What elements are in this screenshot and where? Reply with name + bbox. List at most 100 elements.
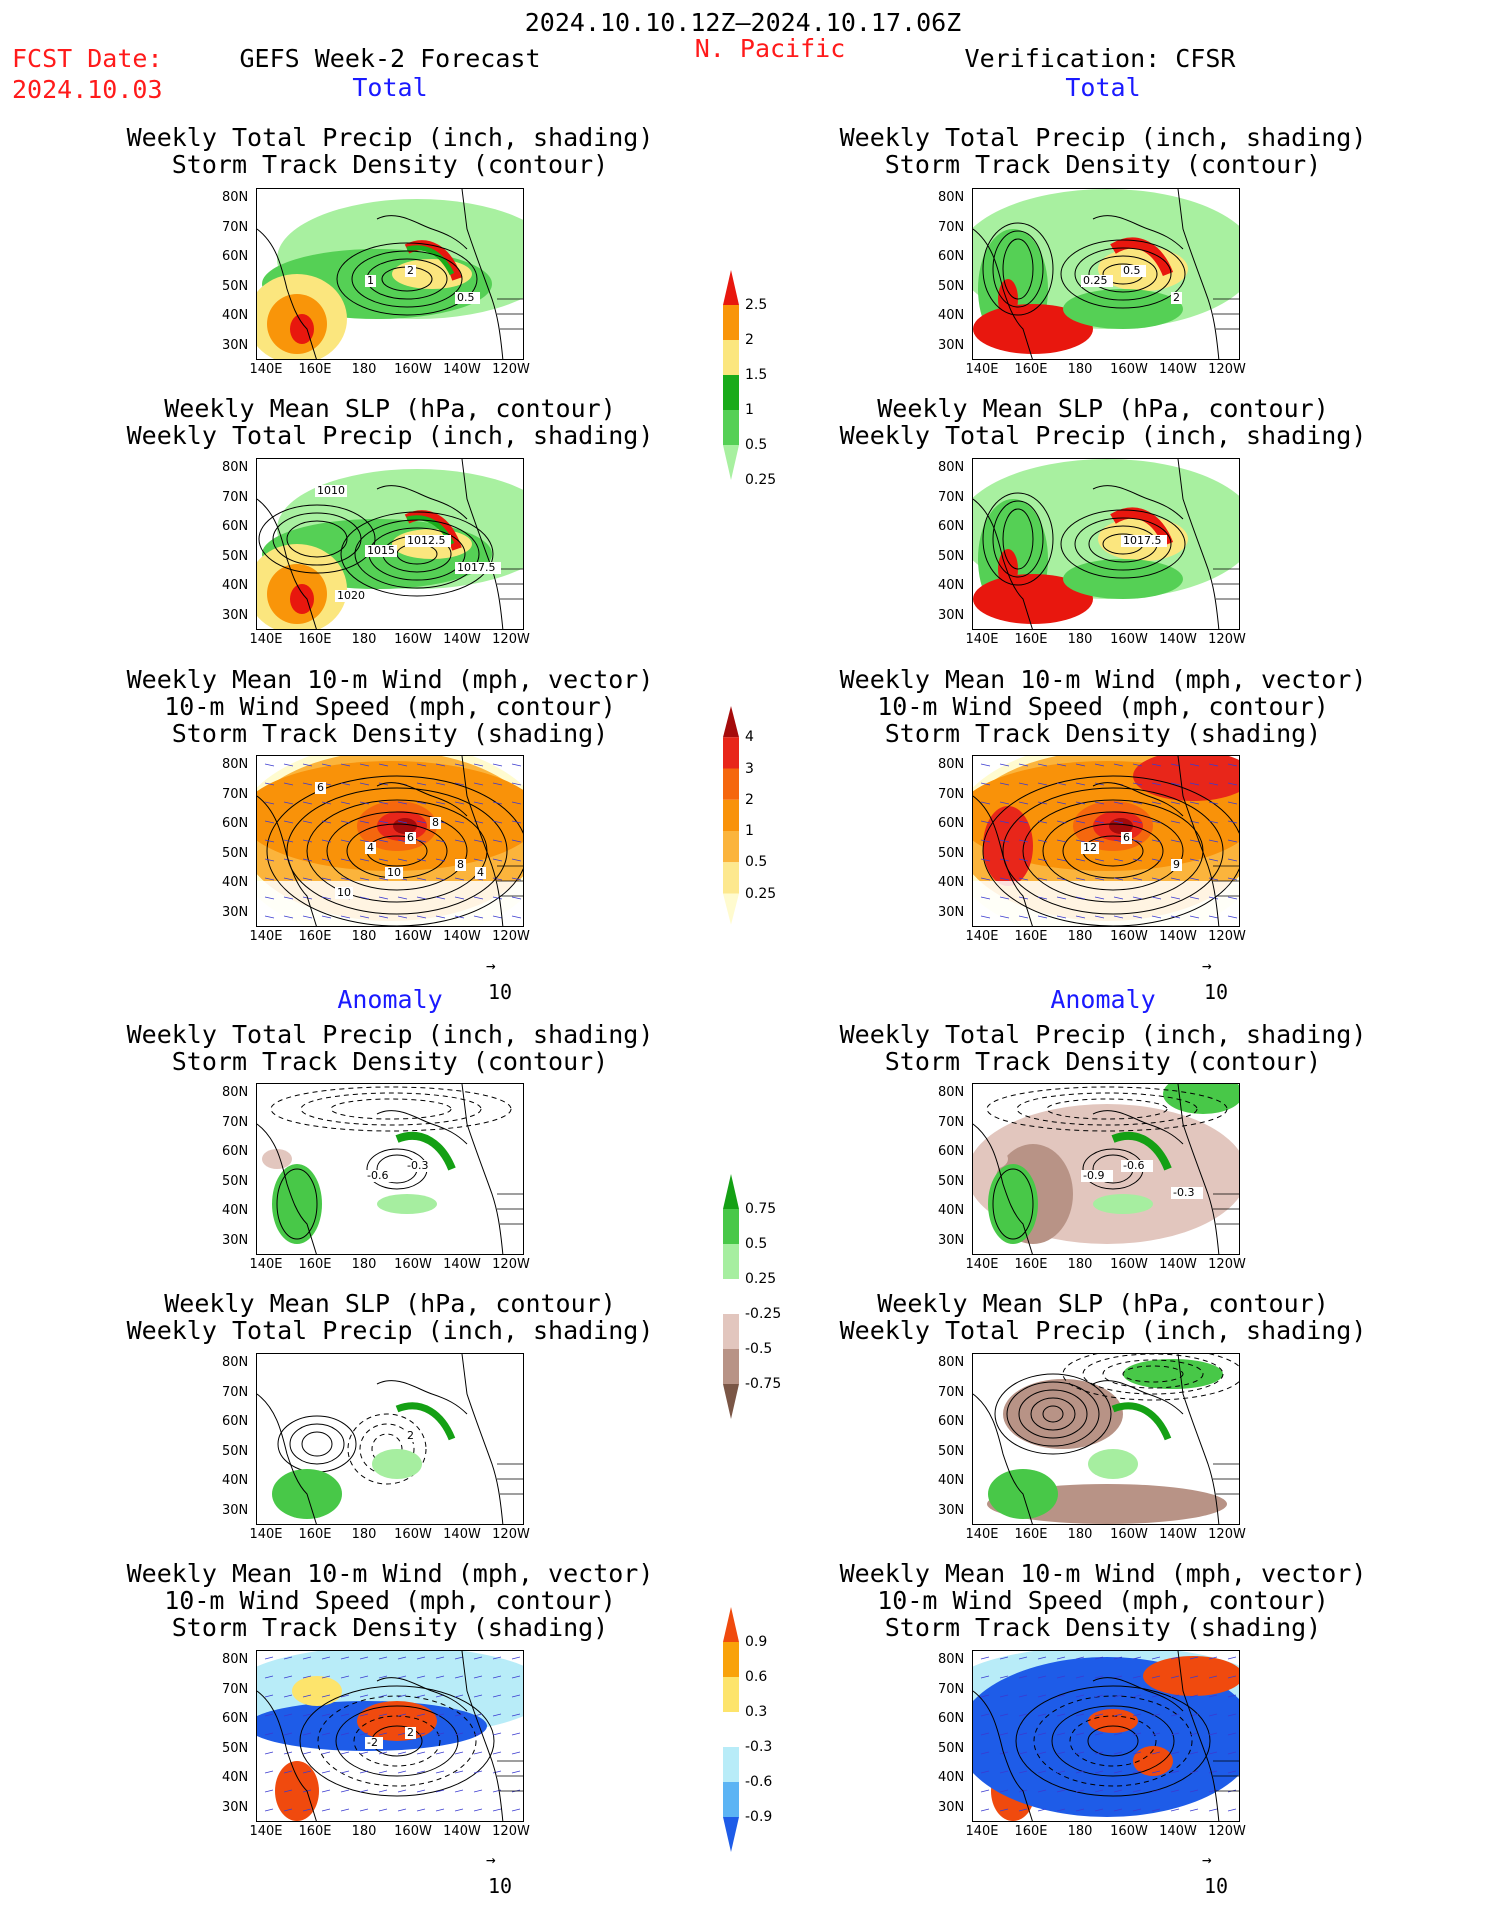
wind-vector	[359, 1675, 369, 1679]
colorbar-swatch	[723, 862, 739, 894]
lon-tick-label: 140W	[443, 929, 481, 944]
wind-vector	[473, 1675, 483, 1679]
lon-tick-label: 140W	[1159, 1824, 1197, 1839]
lat-tick-label: 80N	[222, 190, 249, 205]
wind-vector	[1208, 1732, 1218, 1736]
anom-precip-wet-west	[988, 1164, 1038, 1244]
wind-vector	[1208, 1808, 1218, 1812]
wind-vector	[1056, 839, 1067, 843]
lon-tick-label: 160E	[298, 362, 332, 377]
lat-tick-label: 30N	[222, 1799, 249, 1815]
wind-vector	[1075, 782, 1086, 786]
alaska-coastline	[376, 1110, 468, 1145]
wind-vector	[1113, 896, 1124, 900]
wind-anom-contour	[335, 1705, 459, 1777]
wind-vector	[264, 1751, 274, 1755]
lat-tick-label: 70N	[222, 489, 249, 505]
wind-vector	[1037, 801, 1048, 805]
lat-tick-label: 40N	[222, 308, 249, 323]
region-title: N. Pacific	[694, 34, 846, 63]
wind-vector	[1056, 896, 1067, 900]
map-plot: -0.3 -0.6	[257, 1084, 523, 1254]
lon-tick-label: 140E	[965, 1824, 999, 1839]
wind-vector	[1094, 877, 1105, 881]
lat-tick-label: 30N	[938, 1799, 965, 1815]
wind-vector	[302, 839, 313, 843]
wind-vector	[378, 1808, 388, 1812]
verification-column-title: Verification: CFSR	[964, 44, 1236, 73]
slp-anom-contour-neg	[347, 1413, 427, 1485]
track-anom-shade-red	[1088, 1709, 1138, 1733]
colorbar-label: 0.5	[745, 1236, 768, 1252]
wind-vector	[1094, 763, 1105, 767]
lat-tick-label: 50N	[222, 1443, 249, 1459]
wind-speed-contour	[286, 787, 508, 915]
wind-vector	[492, 1751, 502, 1755]
alaska-coastline	[1092, 485, 1184, 520]
lon-tick-label: 180	[351, 929, 377, 944]
wind-vector	[435, 896, 446, 900]
wind-vector	[378, 801, 389, 805]
panel-title: Weekly Mean SLP (hPa, contour) Weekly To…	[839, 1289, 1367, 1345]
contour-label: 2	[407, 264, 414, 277]
americas-coastline	[461, 1354, 504, 1524]
wind-vector	[473, 1732, 483, 1736]
contour-label-bg	[405, 1430, 416, 1442]
track-contour	[336, 242, 478, 316]
alaska-coastline	[376, 485, 468, 520]
wind-vector	[1075, 915, 1086, 919]
colorbar-anom_precip	[723, 1174, 739, 1419]
panel-title: Weekly Mean 10-m Wind (mph, vector) 10-m…	[126, 1559, 654, 1642]
wind-vector	[283, 763, 294, 767]
wind-vector	[1227, 1713, 1237, 1717]
colorbar-swatch	[723, 1712, 739, 1747]
wind-vector	[1227, 1770, 1237, 1774]
wind-vector	[1170, 1770, 1180, 1774]
slp-anom-contour-neg	[1122, 1365, 1184, 1383]
wind-vector	[1037, 896, 1048, 900]
wind-vector	[283, 1656, 293, 1660]
contour-label-bg	[335, 887, 353, 899]
colorbar-label: 1	[745, 402, 754, 418]
wind-vector	[980, 1694, 990, 1698]
wind-vector	[1113, 820, 1124, 824]
wind-vector	[264, 763, 275, 767]
asia-coastline	[257, 1690, 317, 1821]
wind-vector	[980, 1789, 990, 1793]
slp-anom-contour	[1006, 1381, 1100, 1447]
wind-vector	[1189, 1789, 1199, 1793]
wind-vector	[1227, 1732, 1237, 1736]
americas-coastline	[1177, 459, 1220, 629]
wind-vector	[1151, 820, 1162, 824]
panel-title: Weekly Total Precip (inch, shading) Stor…	[839, 123, 1367, 179]
wind-vector	[473, 839, 484, 843]
lat-tick-label: 60N	[222, 1144, 249, 1159]
wind-vector	[1037, 1751, 1047, 1755]
wind-vector	[283, 1808, 293, 1812]
wind-vector	[1151, 858, 1162, 862]
wind-vector	[1075, 763, 1086, 767]
lat-tick-label: 60N	[938, 519, 965, 534]
wind-vector	[1094, 1751, 1104, 1755]
wind-vector	[999, 1694, 1009, 1698]
wind-vector	[1037, 782, 1048, 786]
colorbar-swatch	[723, 831, 739, 863]
wind-vector	[511, 896, 522, 900]
colorbar-label: 4	[745, 729, 754, 746]
panel-title: Weekly Mean SLP (hPa, contour) Weekly To…	[126, 1289, 654, 1345]
lon-tick-label: 160W	[1110, 929, 1148, 944]
track-anom-contour-neg	[1046, 1098, 1168, 1120]
asia-coastline	[257, 1123, 317, 1254]
lon-tick-label: 120W	[1208, 632, 1246, 647]
lon-tick-label: 120W	[1208, 1527, 1246, 1542]
wind-vector	[1170, 820, 1181, 824]
wind-vector	[435, 1732, 445, 1736]
track-shade-dark	[1109, 818, 1133, 834]
lat-tick-label: 40N	[938, 1770, 965, 1785]
lon-tick-label: 140E	[249, 362, 283, 377]
wind-vector	[1056, 858, 1067, 862]
wind-vector	[264, 801, 275, 805]
wind-vector	[1170, 1751, 1180, 1755]
wind-vector	[416, 1675, 426, 1679]
lon-tick-label: 140W	[1159, 362, 1197, 377]
